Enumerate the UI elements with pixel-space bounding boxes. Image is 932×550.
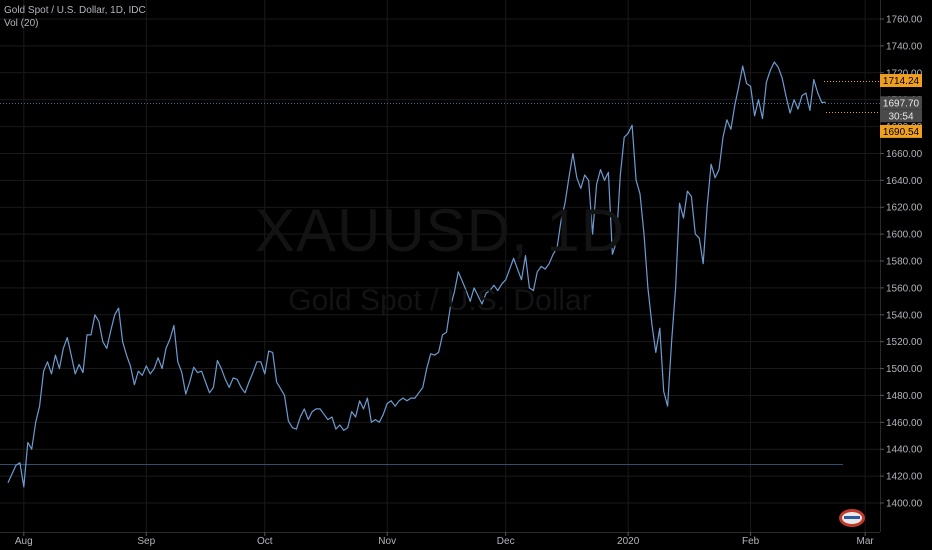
y-tick-label: 1620.00 bbox=[886, 203, 923, 214]
high-price-tag: 1714.24 bbox=[880, 74, 922, 88]
svg-text:1690.54: 1690.54 bbox=[883, 127, 920, 138]
y-tick-label: 1420.00 bbox=[886, 472, 923, 483]
y-tick-label: 1440.00 bbox=[886, 445, 923, 456]
y-tick-label: 1640.00 bbox=[886, 176, 923, 187]
flag-icon[interactable] bbox=[839, 509, 865, 527]
y-tick-label: 1560.00 bbox=[886, 283, 923, 294]
y-tick-label: 1460.00 bbox=[886, 418, 923, 429]
current-price-tag: 1697.70 bbox=[880, 96, 922, 110]
svg-text:30:54: 30:54 bbox=[888, 111, 913, 122]
series-group bbox=[7, 61, 826, 488]
y-tick-label: 1500.00 bbox=[886, 364, 923, 375]
indicator-label[interactable]: Vol (20) bbox=[4, 18, 39, 29]
svg-text:1697.70: 1697.70 bbox=[883, 98, 920, 109]
y-tick-label: 1760.00 bbox=[886, 15, 923, 26]
y-tick-label: 1400.00 bbox=[886, 499, 923, 510]
countdown-tag: 30:54 bbox=[880, 109, 922, 123]
y-tick-label: 1600.00 bbox=[886, 230, 923, 241]
y-tick-label: 1540.00 bbox=[886, 310, 923, 321]
plot-background bbox=[0, 0, 880, 532]
y-tick-label: 1580.00 bbox=[886, 257, 923, 268]
x-tick-label: 2020 bbox=[617, 536, 640, 547]
low-price-tag: 1690.54 bbox=[880, 124, 922, 138]
chart-legend: Gold Spot / U.S. Dollar, 1D, IDC Vol (20… bbox=[4, 4, 146, 30]
y-tick-label: 1520.00 bbox=[886, 337, 923, 348]
svg-text:1714.24: 1714.24 bbox=[883, 76, 920, 87]
x-tick-label: Feb bbox=[742, 536, 760, 547]
price-axis[interactable]: 1400.00 1420.00 1440.00 1460.00 1480.00 1500.… bbox=[880, 15, 923, 510]
x-tick-label: Aug bbox=[15, 536, 33, 547]
time-axis[interactable]: AugSepOctNovDec2020FebMarAprMay21 bbox=[15, 532, 932, 547]
x-tick-label: Sep bbox=[137, 536, 155, 547]
x-tick-label: Dec bbox=[497, 536, 515, 547]
symbol-title[interactable]: Gold Spot / U.S. Dollar, 1D, IDC bbox=[4, 5, 146, 16]
y-tick-label: 1720.00 bbox=[886, 68, 923, 79]
y-tick-label: 1740.00 bbox=[886, 41, 923, 52]
x-tick-label: Mar bbox=[857, 536, 875, 547]
grid bbox=[0, 0, 880, 532]
y-tick-label: 1480.00 bbox=[886, 391, 923, 402]
x-tick-label: Oct bbox=[257, 536, 273, 547]
price-series-line[interactable] bbox=[7, 61, 826, 488]
y-tick-label: 1660.00 bbox=[886, 149, 923, 160]
x-tick-label: Nov bbox=[378, 536, 396, 547]
price-tags: 1714.24 1697.70 30:54 1690.54 bbox=[880, 74, 922, 138]
